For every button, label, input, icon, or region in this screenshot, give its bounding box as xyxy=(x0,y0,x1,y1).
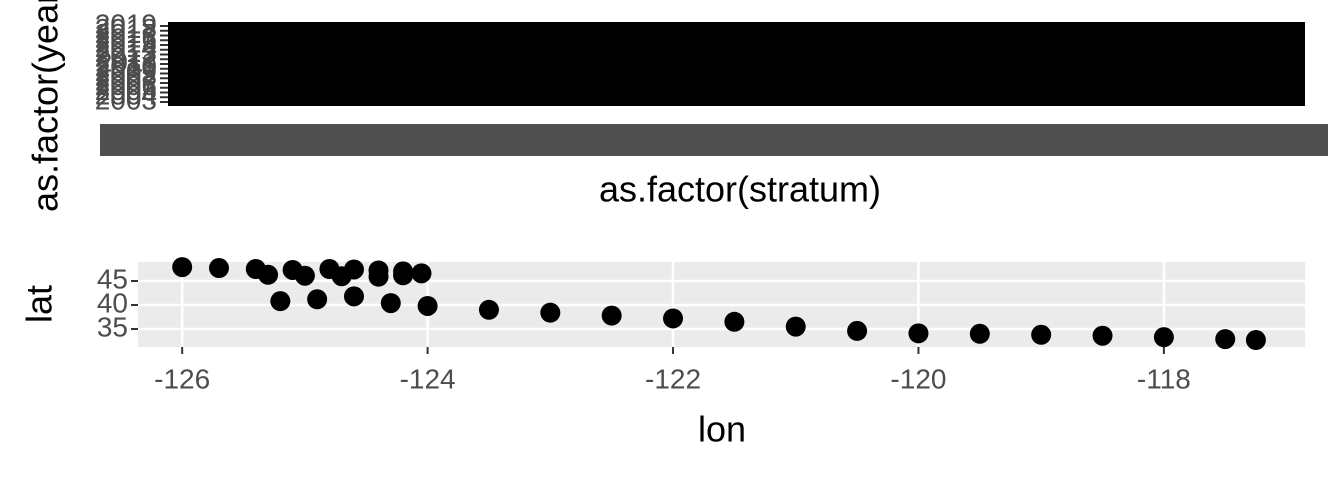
y-tick-label: 2005 xyxy=(95,75,157,106)
y-tick-label: 2010 xyxy=(95,51,157,82)
point xyxy=(368,266,389,287)
point xyxy=(540,302,561,323)
x-tick-label: -124 xyxy=(400,363,456,394)
point xyxy=(601,305,622,326)
point xyxy=(724,311,745,332)
point xyxy=(1245,330,1266,351)
overplotted-points xyxy=(168,22,1305,106)
y-tick-label: 2012 xyxy=(95,42,157,73)
y-tick-label: 2018 xyxy=(95,13,157,44)
y-tick-label: 2008 xyxy=(95,61,157,92)
point xyxy=(1031,324,1052,345)
point xyxy=(294,265,315,286)
point xyxy=(478,299,499,320)
point xyxy=(380,293,401,314)
y-tick-label: 2017 xyxy=(95,18,157,49)
x-tick-label: -120 xyxy=(890,363,946,394)
point xyxy=(1153,327,1174,348)
y-tick-label: 35 xyxy=(97,311,128,342)
point xyxy=(663,308,684,329)
y-tick-label: 2015 xyxy=(95,27,157,58)
point xyxy=(411,263,432,284)
point xyxy=(331,266,352,287)
y-tick-label: 2007 xyxy=(95,65,157,96)
x-tick-label: -126 xyxy=(154,363,210,394)
y-tick-label: 2011 xyxy=(97,46,157,77)
point xyxy=(908,323,929,344)
y-tick-label: 2009 xyxy=(95,56,157,87)
x-axis-title: as.factor(stratum) xyxy=(599,169,881,210)
point xyxy=(393,265,414,286)
point xyxy=(208,258,229,279)
point xyxy=(1215,329,1236,350)
point xyxy=(307,289,328,310)
x-tick-label: -118 xyxy=(1137,363,1191,394)
y-tick-label: 2014 xyxy=(95,32,157,63)
y-tick-label: 2019 xyxy=(95,8,157,39)
overlapping-x-tick-labels xyxy=(100,124,1328,156)
y-axis-title: lat xyxy=(19,285,60,323)
y-tick-label: 2003 xyxy=(95,84,157,115)
point xyxy=(847,320,868,341)
point xyxy=(1092,325,1113,346)
y-tick-label: 2013 xyxy=(95,37,157,68)
point xyxy=(343,286,364,307)
y-tick-label: 40 xyxy=(97,287,128,318)
point xyxy=(172,257,193,278)
x-tick-label: -122 xyxy=(645,363,701,394)
y-tick-label: 2004 xyxy=(95,80,157,111)
point xyxy=(258,264,279,285)
x-axis-title: lon xyxy=(698,409,746,450)
point xyxy=(417,295,438,316)
y-tick-label: 2006 xyxy=(95,70,157,101)
y-tick-label: 2016 xyxy=(95,23,157,54)
y-axis-title: as.factor(year) xyxy=(25,0,66,212)
y-tick-label: 45 xyxy=(97,263,128,294)
point xyxy=(270,291,291,312)
point xyxy=(785,316,806,337)
point xyxy=(969,323,990,344)
